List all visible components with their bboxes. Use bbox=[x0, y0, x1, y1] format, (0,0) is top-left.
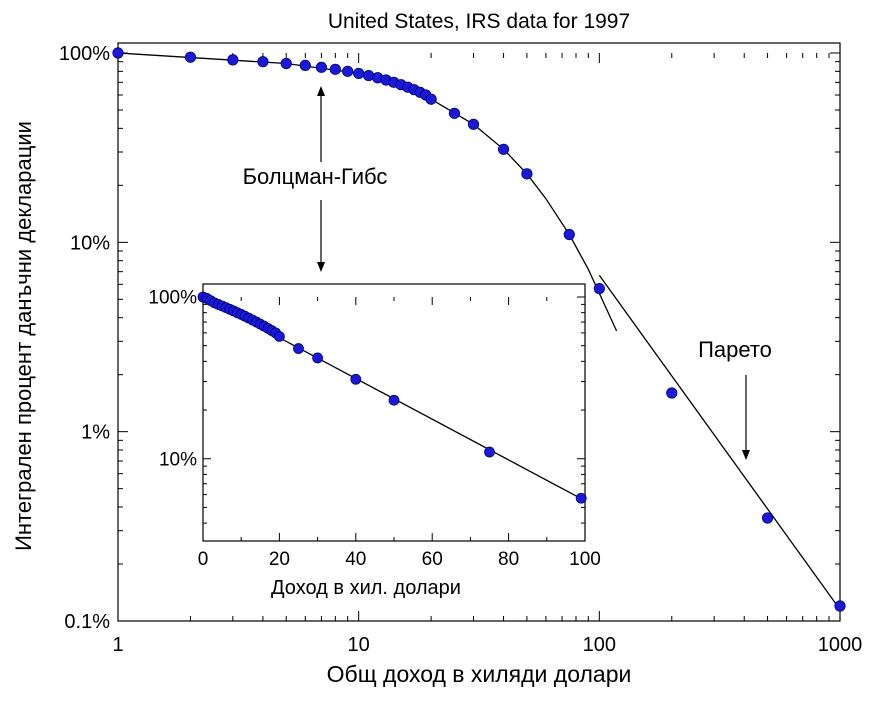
main-data-point bbox=[761, 512, 774, 524]
main-ytick-label: 0.1% bbox=[64, 611, 110, 633]
main-ytick-label: 1% bbox=[81, 422, 110, 444]
main-data-point bbox=[227, 54, 239, 66]
inset-ytick-label: 10% bbox=[159, 449, 197, 470]
pareto-arrowhead bbox=[742, 450, 750, 460]
inset-data-points bbox=[197, 291, 587, 504]
main-data-point bbox=[353, 67, 365, 80]
main-data-point bbox=[329, 63, 341, 75]
main-data-point bbox=[521, 168, 533, 180]
main-data-point bbox=[834, 600, 846, 612]
main-xtick-label: 1 bbox=[112, 634, 123, 656]
main-data-point bbox=[666, 387, 678, 399]
inset-data-point bbox=[388, 394, 400, 406]
inset-xtick-label: 0 bbox=[198, 549, 209, 570]
main-data-point bbox=[184, 51, 197, 63]
boltzmann-gibbs-label: Болцман-Гибс bbox=[243, 164, 388, 189]
inset-xtick-label: 60 bbox=[422, 549, 443, 570]
main-data-point bbox=[342, 65, 354, 77]
main-xtick-label: 1000 bbox=[818, 634, 863, 656]
boltzmann-arrowhead-up bbox=[317, 86, 325, 96]
inset-data-point bbox=[484, 446, 495, 458]
main-data-point bbox=[299, 59, 311, 72]
main-data-point bbox=[448, 107, 461, 119]
inset-data-point bbox=[575, 492, 587, 504]
main-data-point bbox=[257, 56, 269, 68]
inset-data-point bbox=[350, 373, 362, 385]
inset-xtick-label: 40 bbox=[345, 549, 366, 570]
main-data-point bbox=[497, 143, 510, 155]
inset-xlabel: Доход в хил. долари bbox=[271, 577, 461, 599]
inset-ytick-label: 100% bbox=[148, 288, 197, 309]
main-data-point bbox=[112, 47, 124, 59]
inset-data-point bbox=[312, 352, 324, 364]
boltzmann-arrowhead-down bbox=[317, 262, 325, 272]
inset-data-point bbox=[293, 343, 304, 354]
main-ylabel: Интегрален процент данъчни декларации bbox=[11, 121, 36, 551]
main-data-point bbox=[315, 61, 327, 73]
inset-ticks: 0 20 40 60 80 100 10% 100% bbox=[148, 288, 600, 570]
main-title: United States, IRS data for 1997 bbox=[328, 10, 630, 33]
main-data-point bbox=[593, 282, 605, 295]
main-data-points bbox=[112, 47, 846, 612]
main-data-point bbox=[280, 57, 292, 70]
inset-xtick-label: 80 bbox=[498, 549, 519, 570]
main-data-point bbox=[563, 228, 575, 241]
main-ytick-label: 10% bbox=[70, 232, 110, 254]
inset-xtick-label: 20 bbox=[269, 549, 290, 570]
inset-plot: 0 20 40 60 80 100 10% 100% Доход в хил. долари bbox=[148, 283, 601, 599]
main-ytick-label: 100% bbox=[59, 43, 110, 65]
main-xtick-label: 100 bbox=[583, 634, 616, 656]
main-data-point bbox=[363, 69, 375, 82]
main-data-point bbox=[467, 118, 480, 130]
main-data-point bbox=[425, 93, 437, 105]
pareto-label: Парето bbox=[698, 337, 772, 362]
pareto-fit-line bbox=[598, 274, 841, 610]
inset-xtick-label: 100 bbox=[569, 549, 601, 570]
main-xlabel: Общ доход в хиляди долари bbox=[327, 661, 632, 687]
main-xtick-label: 10 bbox=[348, 634, 370, 656]
inset-data-point bbox=[273, 331, 285, 342]
main-plot-frame bbox=[117, 42, 841, 622]
